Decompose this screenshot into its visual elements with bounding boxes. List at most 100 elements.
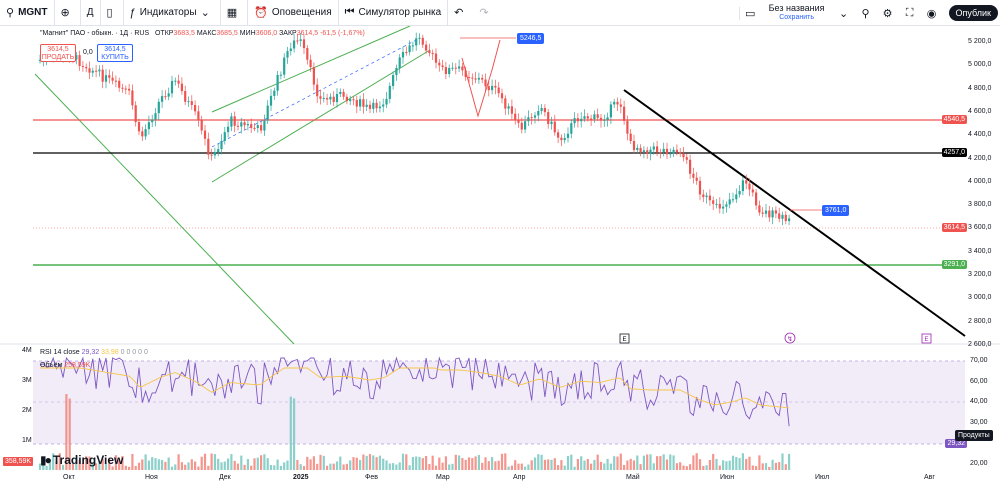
candle-body	[570, 123, 573, 134]
fullscreen-icon[interactable]: ⛶	[905, 6, 914, 19]
candle-body	[266, 105, 269, 121]
volume-bar	[547, 459, 550, 470]
target-price-callout[interactable]: 5246,5	[517, 33, 545, 44]
low-value: 3606,0	[255, 30, 278, 37]
buy-price: 3614,5	[104, 46, 126, 53]
volume-bar	[309, 459, 312, 470]
volume-bar	[623, 464, 626, 470]
target2-price-callout[interactable]: 3761,0	[822, 205, 850, 216]
volume-bar	[210, 453, 213, 470]
price-tick-label: 4 000,0	[968, 177, 992, 185]
alerts-button[interactable]: ⏰ Оповещения	[248, 0, 339, 26]
redo-icon: ↷	[479, 7, 489, 19]
volume-legend[interactable]: Объём 258,59K	[40, 362, 90, 369]
chart-type-button[interactable]: ▯	[101, 0, 124, 26]
indicators-button[interactable]: ƒ Индикаторы ⌄	[124, 0, 221, 26]
layouts-button[interactable]: ▦	[221, 0, 249, 26]
chart-canvas[interactable]: E ↯ E	[0, 20, 1000, 484]
sell-button[interactable]: 3614,5 ПРОДАТЬ	[40, 44, 76, 62]
candle-body	[121, 87, 124, 89]
candle-body	[114, 80, 117, 82]
candle-body	[454, 67, 457, 69]
time-tick-label: Июн	[720, 474, 735, 481]
volume-bar	[527, 464, 530, 470]
volume-bar	[517, 463, 520, 470]
volume-bar	[514, 460, 517, 470]
volume-bar	[339, 456, 342, 470]
buy-button[interactable]: 3614,5 КУПИТЬ	[97, 44, 133, 62]
gear-icon[interactable]: ⚙	[882, 7, 893, 20]
candle-body	[537, 110, 540, 116]
volume-tick-label: 2M	[22, 407, 32, 414]
volume-bar	[599, 461, 603, 470]
volume-bar	[359, 459, 362, 470]
time-tick-label: Ноя	[145, 474, 158, 481]
publish-button[interactable]: Опублик	[948, 5, 998, 21]
volume-bar	[375, 457, 378, 470]
volume-bar	[98, 460, 101, 470]
rsi-legend[interactable]: RSI 14 close 29,32 33,98 0 0 0 0 0	[40, 349, 148, 356]
candle-body	[632, 141, 636, 151]
volume-bar	[131, 453, 134, 470]
candle-body	[642, 150, 645, 153]
volume-bar	[725, 461, 728, 470]
last-price-tag: 3614,5	[941, 223, 967, 232]
volume-bar	[642, 455, 645, 470]
candle-body	[405, 52, 408, 54]
candle-body	[157, 101, 160, 114]
candle-body	[758, 205, 761, 213]
candle-body	[616, 101, 619, 105]
series-legend[interactable]: "Магнит" ПАО - обыкн. · 1Д · RUS ОТКР368…	[40, 30, 365, 37]
rsi-tick-label: 20,00	[970, 460, 988, 467]
candle-body	[276, 75, 279, 91]
volume-bar	[715, 458, 718, 470]
volume-bar	[266, 458, 269, 470]
rsi-extra-values: 0 0 0 0 0	[120, 349, 148, 356]
volume-bar	[788, 453, 791, 470]
candle-body	[141, 131, 144, 137]
replay-button[interactable]: ⏮ Симулятор рынка	[339, 0, 449, 26]
save-layout-button[interactable]: Без названия Сохранить	[761, 4, 833, 22]
candle-body	[263, 120, 266, 131]
volume-bar	[52, 453, 55, 470]
chevron-down-icon[interactable]: ⌄	[838, 7, 849, 20]
candle-body	[659, 152, 662, 154]
sell-label: ПРОДАТЬ	[41, 54, 75, 61]
camera-icon[interactable]: ◉	[926, 7, 937, 20]
volume-bar	[217, 458, 220, 470]
interval-button[interactable]: Д	[81, 0, 101, 26]
volume-bar	[88, 456, 91, 470]
volume-bar	[537, 454, 540, 470]
candle-body	[741, 180, 744, 192]
alarm-icon: ⏰	[254, 7, 268, 19]
redo-button[interactable]: ↷	[473, 0, 498, 26]
undo-button[interactable]: ↶	[448, 0, 473, 26]
price-tick-label: 3 200,0	[968, 271, 992, 278]
tradingview-logo[interactable]: ▮● TradingView	[40, 453, 123, 467]
layout-toggle-icon[interactable]: ▭	[738, 6, 761, 20]
volume-bar	[603, 463, 606, 470]
products-tooltip[interactable]: Продукты	[955, 430, 993, 441]
volume-bar	[213, 454, 216, 470]
compare-button[interactable]: ⊕	[55, 0, 81, 26]
rsi-label: RSI 14 close	[40, 349, 80, 356]
search-icon[interactable]: ⚲	[861, 7, 870, 20]
volume-bar	[632, 460, 636, 470]
symbol-search-button[interactable]: ⚲ MGNT	[0, 0, 55, 26]
volume-bar	[167, 457, 170, 470]
volume-bar	[368, 454, 372, 470]
green-trendline	[34, 73, 295, 345]
candle-body	[101, 69, 104, 82]
volume-bar	[240, 455, 243, 470]
candle-body	[573, 118, 576, 124]
volume-bar	[454, 454, 457, 470]
candle-body	[137, 122, 141, 132]
volume-bar	[665, 459, 669, 470]
volume-bar	[38, 463, 42, 470]
volume-bar	[207, 465, 210, 470]
chart-area[interactable]: E ↯ E	[0, 20, 1000, 484]
dividend-marker	[784, 332, 796, 344]
candle-body	[705, 195, 708, 198]
volume-bar	[326, 465, 329, 470]
candle-body	[623, 106, 626, 121]
